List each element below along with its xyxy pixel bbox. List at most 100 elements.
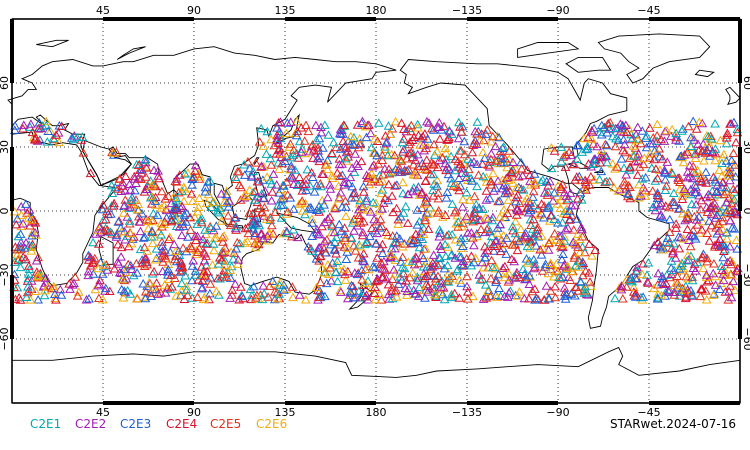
observation-marker	[584, 239, 595, 248]
observation-marker	[365, 128, 376, 138]
observation-marker	[264, 229, 275, 239]
observation-marker	[483, 160, 494, 169]
observation-marker	[577, 231, 588, 241]
observation-marker	[259, 193, 269, 202]
observation-marker	[221, 189, 232, 199]
observation-marker	[726, 259, 736, 269]
observation-marker	[323, 130, 334, 139]
observation-marker	[651, 164, 661, 173]
observation-marker	[89, 253, 100, 263]
observation-marker	[317, 221, 327, 231]
observation-marker	[349, 268, 360, 277]
top-lon-label: −135	[452, 4, 482, 17]
observation-marker	[440, 251, 451, 261]
observation-marker	[701, 145, 712, 154]
observation-marker	[361, 193, 372, 203]
observation-marker	[432, 279, 443, 289]
observation-marker	[641, 133, 651, 142]
observation-marker	[422, 134, 433, 143]
observation-marker	[275, 117, 286, 126]
observation-marker	[167, 210, 177, 220]
observation-marker	[584, 268, 594, 277]
observation-marker	[657, 154, 668, 163]
observation-marker	[288, 179, 299, 188]
observation-marker	[303, 126, 314, 136]
observation-marker	[472, 159, 482, 168]
observation-marker	[442, 162, 453, 171]
observation-marker	[422, 116, 432, 126]
observation-marker	[514, 198, 525, 208]
observation-marker	[602, 157, 612, 167]
observation-marker	[429, 139, 439, 149]
observation-marker	[331, 267, 341, 276]
observation-marker	[536, 177, 546, 186]
observation-marker	[311, 180, 322, 190]
observation-marker	[372, 253, 383, 262]
observation-marker	[469, 240, 479, 250]
observation-marker	[83, 266, 94, 276]
observation-marker	[151, 278, 162, 287]
observation-marker	[534, 210, 545, 219]
observation-marker	[419, 145, 430, 155]
observation-marker	[9, 125, 20, 134]
observation-marker	[170, 202, 181, 212]
observation-marker	[730, 160, 740, 169]
observation-marker	[435, 287, 446, 297]
observation-marker	[671, 223, 681, 232]
observation-marker	[187, 293, 198, 302]
observation-marker	[81, 294, 92, 304]
axis-labels: 45 45 90 90 135 135 180 180 −135 −135 −90 −90 −45 −45…	[0, 4, 750, 419]
observation-marker	[250, 242, 261, 252]
philippines-coast	[254, 172, 268, 197]
observation-marker	[246, 172, 257, 181]
observation-marker	[120, 171, 131, 180]
left-lat-label: 60	[0, 76, 11, 90]
observation-marker	[578, 184, 589, 193]
observation-marker	[49, 134, 60, 144]
observation-marker	[652, 173, 663, 183]
observation-marker	[358, 187, 369, 196]
observation-marker	[345, 287, 356, 296]
observation-marker	[544, 238, 554, 248]
observation-marker	[398, 268, 409, 278]
observation-marker	[216, 189, 227, 198]
observation-marker	[208, 225, 219, 235]
observation-marker	[696, 195, 707, 205]
observation-marker	[35, 123, 46, 133]
observation-marker	[232, 166, 243, 176]
observation-marker	[555, 273, 566, 283]
observation-marker	[328, 137, 339, 147]
observation-marker	[461, 211, 472, 221]
observation-marker	[135, 244, 146, 254]
observation-marker	[51, 295, 61, 304]
observation-marker	[135, 226, 146, 236]
observation-marker	[462, 213, 472, 223]
observation-marker	[334, 159, 345, 169]
observation-marker	[139, 242, 150, 252]
observation-marker	[262, 231, 273, 240]
observation-marker	[652, 188, 663, 197]
observation-marker	[635, 188, 646, 198]
observation-marker	[482, 224, 492, 234]
observation-marker	[138, 233, 149, 242]
observation-marker	[260, 186, 270, 195]
observation-marker	[261, 149, 272, 158]
observation-marker	[239, 190, 250, 200]
observation-marker	[456, 127, 467, 136]
observation-marker	[637, 174, 648, 183]
observation-marker	[524, 279, 535, 288]
observation-marker	[674, 203, 685, 213]
observation-marker	[729, 194, 740, 204]
observation-marker	[467, 176, 477, 185]
observation-marker	[314, 151, 325, 161]
observation-marker	[355, 195, 366, 205]
observation-marker	[369, 214, 379, 224]
observation-marker	[702, 207, 713, 216]
observation-marker	[201, 239, 212, 248]
observation-marker	[461, 187, 472, 197]
observation-marker	[27, 230, 37, 240]
observation-marker	[200, 271, 211, 280]
observation-marker	[271, 180, 282, 189]
observation-marker	[454, 251, 465, 261]
observation-marker	[686, 132, 696, 142]
